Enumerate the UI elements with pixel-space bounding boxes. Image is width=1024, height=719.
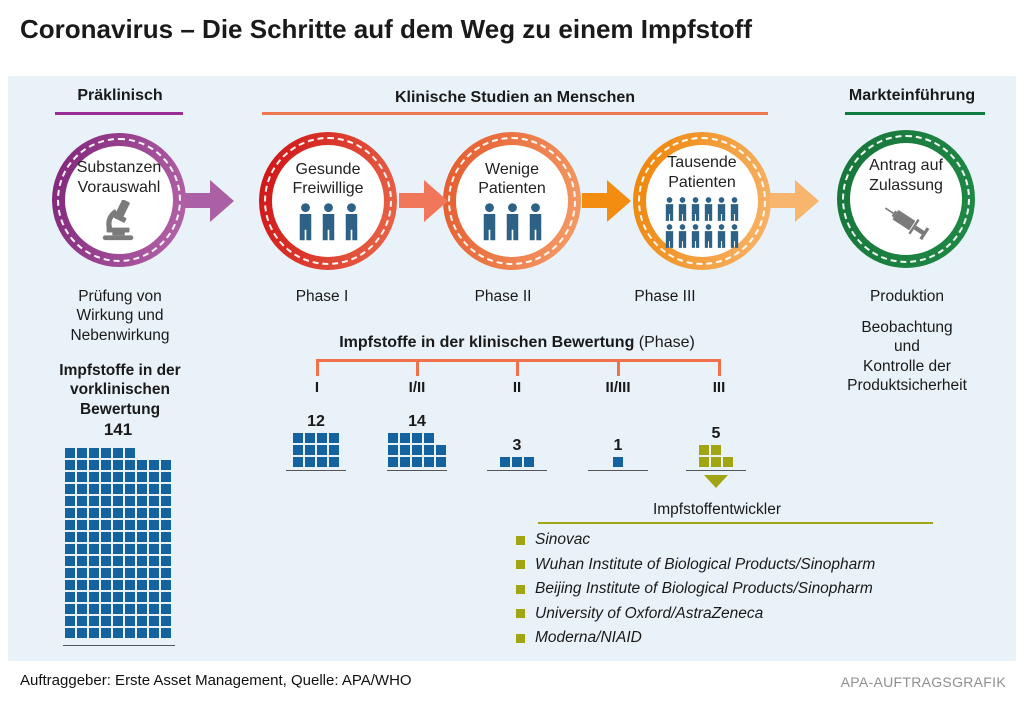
baseline [588, 470, 648, 471]
baseline [686, 470, 746, 471]
people-icons [297, 203, 360, 242]
dashed-ring [264, 137, 392, 265]
phase-count: 5 [711, 425, 721, 442]
clinical-phase-group: 14 [387, 405, 447, 471]
arrow-right-icon [185, 180, 234, 222]
people-icons [481, 203, 544, 242]
developers-heading: Impfstoffentwickler [652, 501, 782, 518]
stage-circle-phase2: Wenige Patienten [443, 132, 581, 270]
unit-grid [613, 457, 623, 467]
unit-grid [293, 433, 339, 467]
microscope-icon [102, 199, 134, 240]
pointer-down-icon [704, 475, 728, 488]
section-header-market: Markteinführung [848, 87, 976, 104]
list-item: Beijing Institute of Biological Products… [516, 577, 875, 602]
people-icons [664, 196, 740, 249]
stage-label: Tausende Patienten [667, 154, 737, 191]
dashed-ring [638, 137, 766, 265]
phase-label: III [712, 379, 726, 396]
bracket-tick [316, 359, 319, 376]
baseline [286, 470, 346, 471]
clinical-phase-group: 12 [286, 405, 346, 471]
bracket-tick [718, 359, 721, 376]
unit-grid [388, 433, 446, 467]
clinical-chart-heading: Impfstoffe in der klinischen Bewertung (… [339, 334, 695, 351]
stage-caption: Phase II [474, 288, 532, 305]
baseline [387, 470, 447, 471]
stage-caption: Prüfung von Wirkung und Nebenwirkung [70, 288, 170, 344]
arrow-right-icon [582, 180, 631, 222]
section-underline [845, 112, 985, 115]
unit-grid [699, 445, 733, 467]
stage-label: Antrag auf Zulassung [869, 157, 943, 194]
dashed-ring [448, 137, 576, 265]
list-item: Wuhan Institute of Biological Products/S… [516, 553, 875, 578]
stage-caption: Produktion [869, 288, 945, 305]
developers-underline [538, 522, 933, 524]
stage-circle-phase1: Gesunde Freiwillige [259, 132, 397, 270]
phase-count: 14 [408, 413, 426, 430]
stage-circle-phase3: Tausende Patienten [633, 132, 771, 270]
square-bullet-icon [516, 609, 525, 619]
square-bullet-icon [516, 535, 525, 545]
list-item: Sinovac [516, 528, 875, 553]
infographic-panel: Präklinisch Klinische Studien an Mensche… [8, 76, 1016, 661]
section-header-preclinical: Präklinisch [77, 87, 163, 104]
square-bullet-icon [516, 633, 525, 643]
preclinical-unit-grid [65, 448, 171, 638]
clinical-phase-group: 3 [487, 405, 547, 471]
stage-label: Gesunde Freiwillige [292, 160, 364, 197]
section-header-clinical: Klinische Studien an Menschen [394, 89, 636, 106]
bracket-tick [617, 359, 620, 376]
phase-label: II/III [605, 379, 631, 396]
baseline [487, 470, 547, 471]
square-bullet-icon [516, 560, 525, 570]
developers-list: Sinovac Wuhan Institute of Biological Pr… [516, 528, 875, 651]
arrow-right-icon [399, 180, 448, 222]
phase-label: I [314, 379, 320, 396]
section-underline [262, 112, 768, 115]
phase-count: 1 [613, 437, 623, 454]
page-title: Coronavirus – Die Schritte auf dem Weg z… [20, 14, 752, 44]
clinical-phase-group: 1 [588, 405, 648, 471]
stage-circle-approval: Antrag auf Zulassung [837, 130, 975, 268]
stage-circle-substances: Substanzen Vorauswahl [52, 133, 186, 267]
preclinical-chart-heading: Impfstoffe in der vorklinischen Bewertun… [59, 362, 181, 418]
stage-label: Substanzen Vorauswahl [76, 159, 162, 196]
unit-grid [500, 457, 534, 467]
stage-label: Wenige Patienten [478, 160, 546, 197]
apa-credit: APA-AUFTRAGSGRAFIK [840, 674, 1006, 690]
stage-caption: Beobachtung und Kontrolle der Produktsic… [847, 319, 967, 395]
baseline [63, 645, 175, 646]
phase-label: II [512, 379, 522, 396]
bracket-tick [516, 359, 519, 376]
phase-count: 3 [512, 437, 522, 454]
stage-caption: Phase III [634, 288, 696, 305]
list-item: Moderna/NIAID [516, 626, 875, 651]
preclinical-count: 141 [103, 420, 133, 439]
bracket-tick [416, 359, 419, 376]
syringe-icon [884, 207, 930, 240]
source-credit: Auftraggeber: Erste Asset Management, Qu… [20, 672, 412, 689]
dashed-ring [842, 135, 970, 263]
phase-label: I/II [408, 379, 426, 396]
dashed-ring [57, 138, 181, 262]
square-bullet-icon [516, 584, 525, 594]
stage-caption: Phase I [295, 288, 349, 305]
phase-count: 12 [307, 413, 325, 430]
arrow-right-icon [770, 180, 819, 222]
list-item: University of Oxford/AstraZeneca [516, 602, 875, 627]
clinical-phase-group: 5 [686, 405, 746, 471]
section-underline [55, 112, 183, 115]
